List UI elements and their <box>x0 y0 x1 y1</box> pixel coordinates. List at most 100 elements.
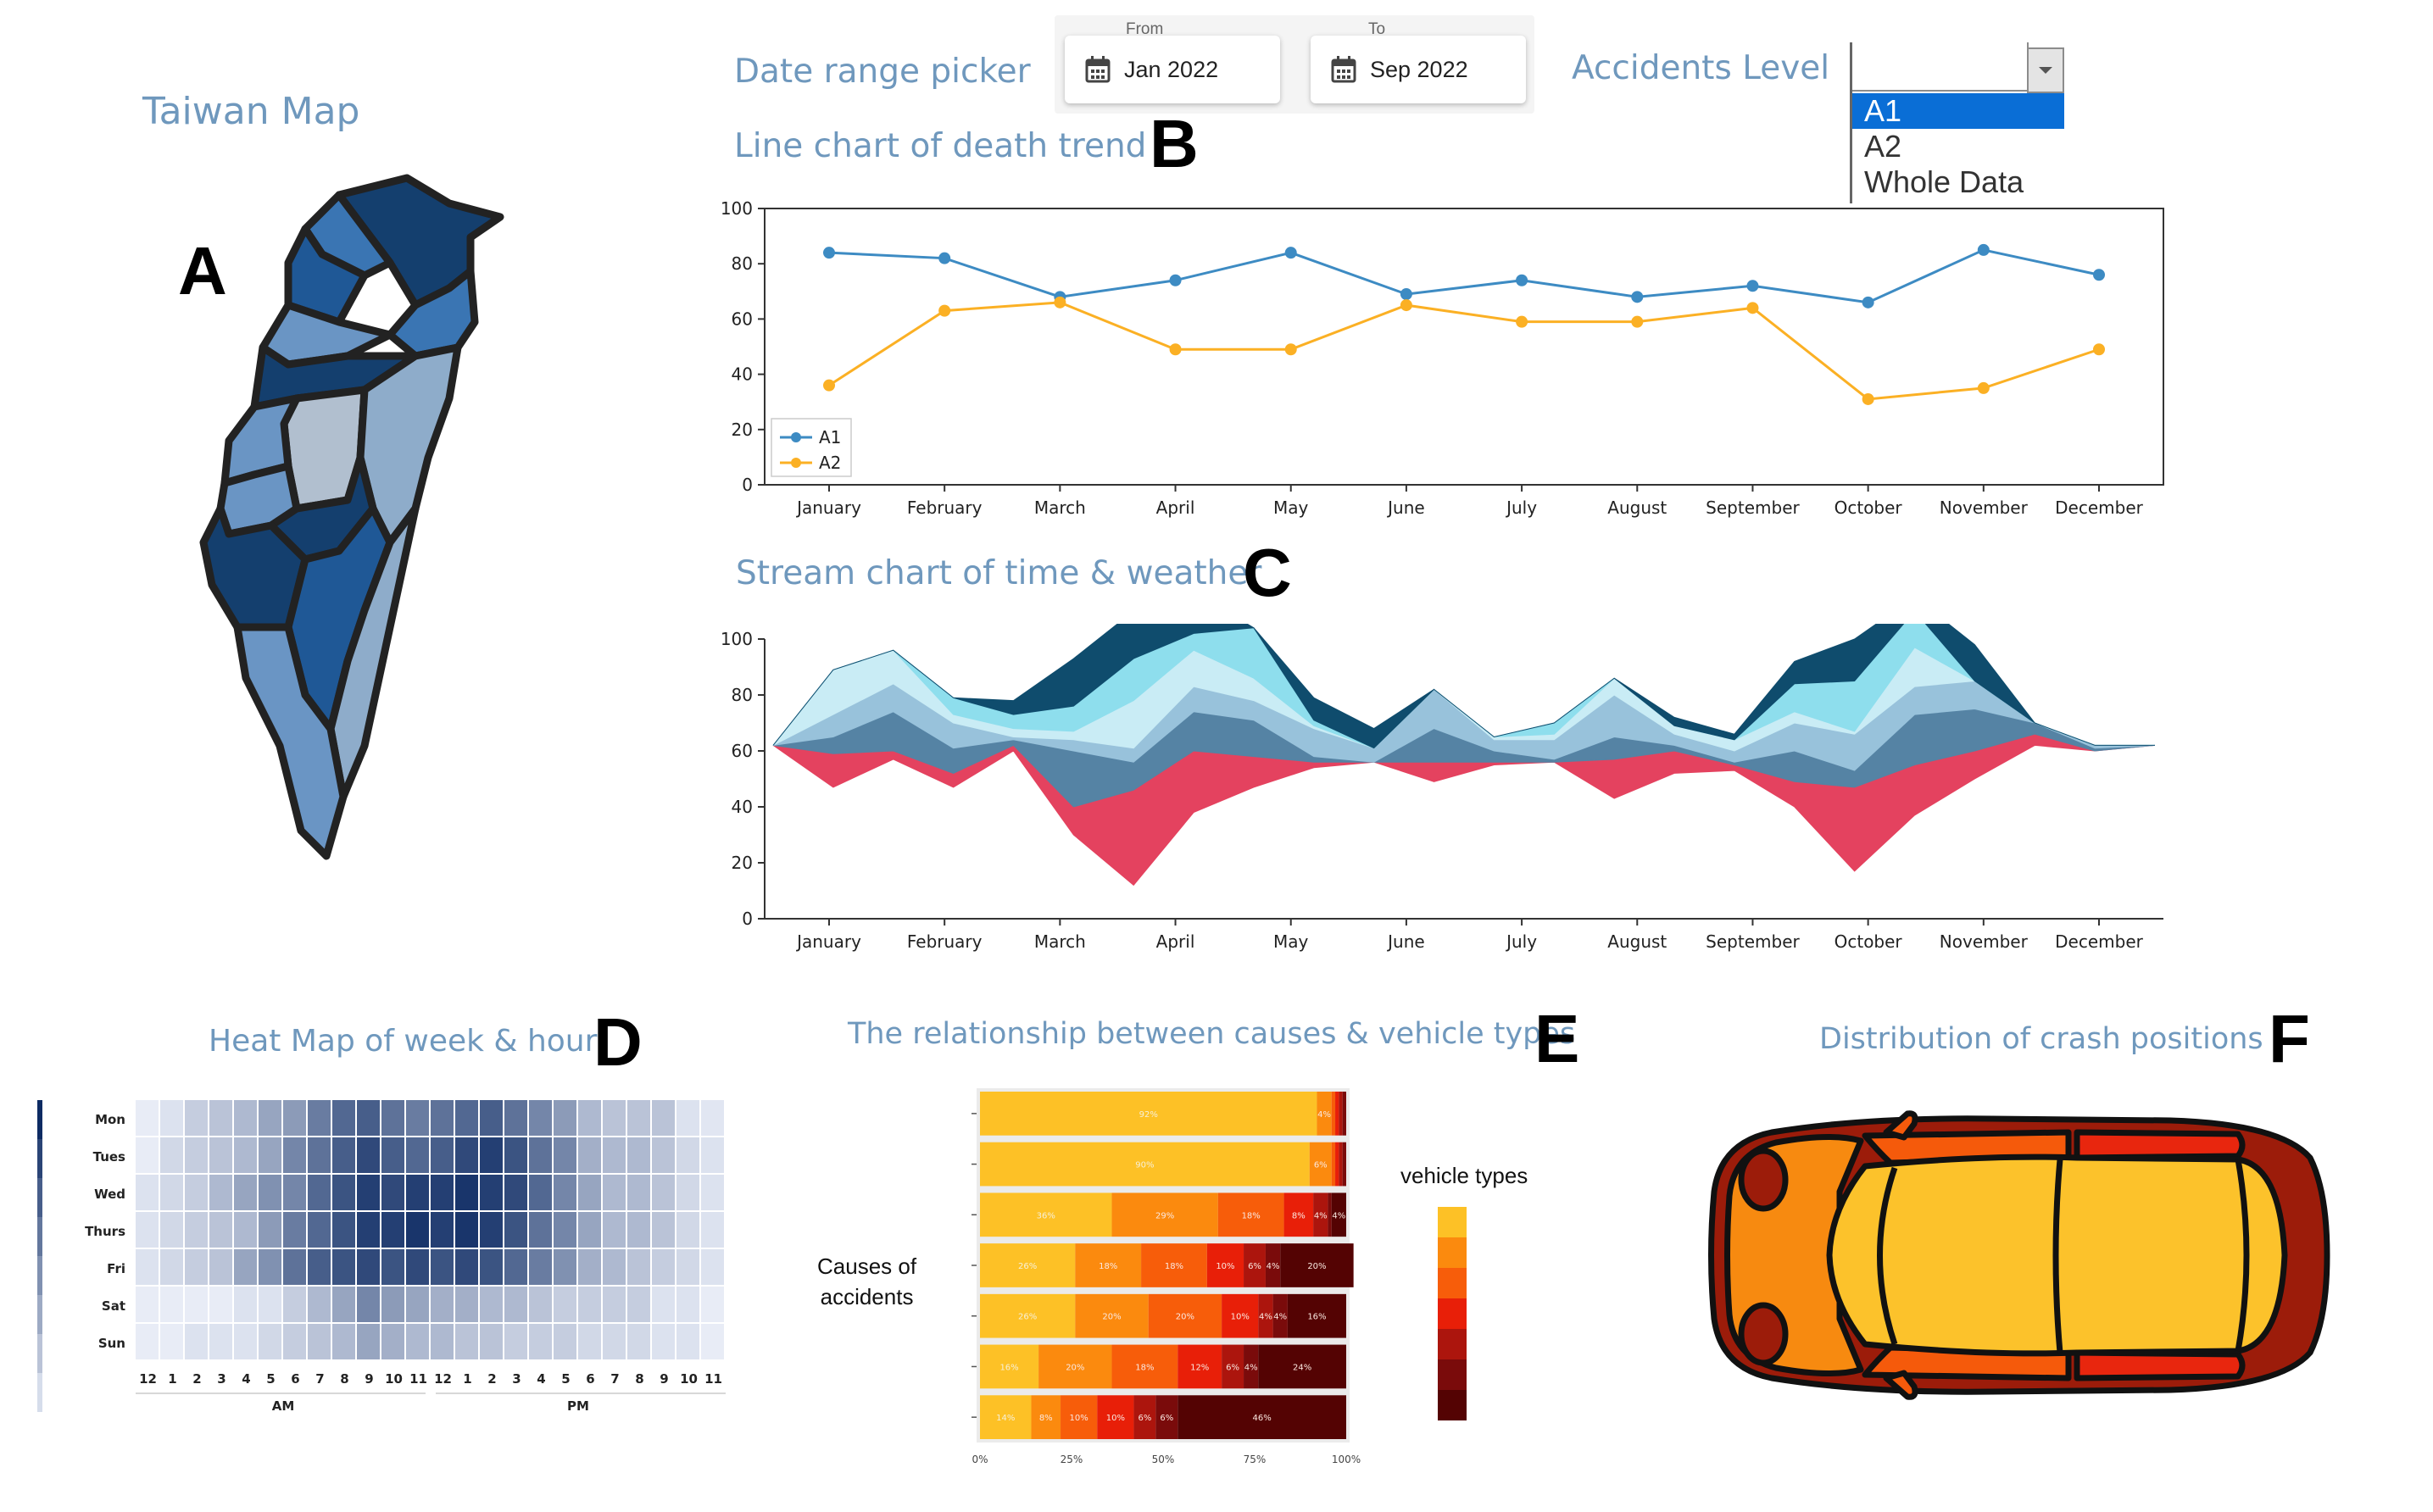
heat-cell <box>504 1212 527 1248</box>
heat-cell <box>234 1287 257 1322</box>
dropdown-arrow-button[interactable] <box>2027 47 2064 93</box>
vehicle-types-legend <box>1438 1207 1467 1420</box>
point-A2 <box>938 304 951 317</box>
heat-cell <box>431 1212 454 1248</box>
heat-cell <box>185 1287 208 1322</box>
stack-segment-label: 4% <box>1314 1211 1328 1220</box>
x-tick-label: July <box>1505 498 1537 518</box>
heat-cell <box>701 1137 724 1173</box>
line-chart-frame <box>764 208 2164 486</box>
heat-cell <box>209 1175 232 1210</box>
heat-cell <box>234 1212 257 1248</box>
vehicle-type-swatch-2 <box>1438 1237 1467 1268</box>
heat-cell <box>357 1100 380 1136</box>
calendar-icon <box>1331 56 1356 83</box>
date-range-title: Date range picker <box>734 53 1031 91</box>
heat-scale-segment <box>37 1295 42 1334</box>
to-date-field[interactable]: Sep 2022 <box>1311 36 1526 103</box>
option-whole-data[interactable]: Whole Data <box>1864 164 2024 199</box>
dropdown-field[interactable] <box>1852 42 2029 92</box>
point-A1 <box>823 247 835 259</box>
stack-segment-label: 10% <box>1070 1414 1088 1423</box>
heat-cell <box>627 1212 650 1248</box>
causes-vehicle-stacked-bar-chart: 92% 4%90% 6%36% 29% 18% 8% 4% 4%26% 18% 18% 10% 6% 4… <box>972 1088 1361 1465</box>
stack-segment <box>1133 1395 1156 1439</box>
heat-scale-segment <box>37 1217 42 1256</box>
heat-cell <box>332 1324 355 1359</box>
x-tick-label: October <box>1834 931 1903 952</box>
accidents-level-dropdown[interactable]: A1 A2 Whole Data <box>1850 42 2064 203</box>
car-crash-distribution <box>1708 1110 2330 1400</box>
y-tick-label: 60 <box>732 309 753 329</box>
x-tick-label: May <box>1273 931 1309 952</box>
stack-segment-label: 8% <box>1039 1414 1053 1423</box>
heat-cell <box>381 1137 404 1173</box>
heat-cell <box>136 1287 159 1322</box>
x-tick-label: April <box>1156 498 1195 518</box>
stack-segment-label: 20% <box>1102 1313 1121 1322</box>
heat-cell <box>332 1137 355 1173</box>
stack-segment-label: 4% <box>1332 1211 1345 1220</box>
heat-cell <box>627 1324 650 1359</box>
heat-cell <box>160 1249 183 1285</box>
heat-cell <box>455 1212 478 1248</box>
point-A1 <box>1400 288 1412 301</box>
stack-segment <box>1038 1344 1112 1389</box>
y-tick-label: 80 <box>732 253 753 274</box>
heat-cell <box>701 1175 724 1210</box>
heat-cell <box>406 1212 429 1248</box>
vehicle-type-swatch-6 <box>1438 1359 1467 1390</box>
heat-cell <box>308 1287 331 1322</box>
map-region-4 <box>386 267 479 360</box>
chevron-down-icon <box>2039 67 2052 74</box>
heat-cell <box>627 1137 650 1173</box>
heat-cell <box>652 1324 675 1359</box>
stack-segment <box>1309 1142 1332 1187</box>
heat-cell <box>603 1212 626 1248</box>
heat-cell <box>160 1100 183 1136</box>
heat-cell <box>652 1249 675 1285</box>
heat-cell <box>554 1324 576 1359</box>
option-a1[interactable]: A1 <box>1852 93 2064 129</box>
heat-cell <box>136 1100 159 1136</box>
heat-cell <box>529 1175 552 1210</box>
time-weather-stream-chart: 0 20 40 60 80 100 January February March April May… <box>721 624 2163 952</box>
heat-col-label: 6 <box>291 1371 299 1387</box>
heat-col-label: 12 <box>434 1371 452 1387</box>
heat-cell <box>676 1137 699 1173</box>
vehicle-type-swatch-1 <box>1438 1207 1467 1237</box>
legend-marker <box>791 432 801 442</box>
heat-cell <box>676 1212 699 1248</box>
heat-cell <box>431 1249 454 1285</box>
heat-cell <box>381 1287 404 1322</box>
option-a2[interactable]: A2 <box>1864 129 1902 164</box>
x-tick-label: June <box>1386 931 1425 952</box>
point-A2 <box>1400 299 1412 312</box>
heat-col-label: 10 <box>385 1371 403 1387</box>
from-date-field[interactable]: Jan 2022 <box>1065 36 1280 103</box>
stack-segment-label: 18% <box>1165 1262 1183 1271</box>
stack-segment-label: 4% <box>1267 1262 1280 1271</box>
heat-cell <box>209 1100 232 1136</box>
stack-segment-label: 46% <box>1253 1414 1272 1423</box>
heat-cell <box>431 1287 454 1322</box>
vehicle-type-swatch-3 <box>1438 1268 1467 1298</box>
stack-segment-label: 8% <box>1292 1211 1306 1220</box>
heat-col-label: 5 <box>561 1371 570 1387</box>
y-tick-label: 0 <box>742 475 753 495</box>
heat-cell <box>332 1175 355 1210</box>
stack-segment <box>1031 1395 1061 1439</box>
stack-segment-label: 4% <box>1244 1363 1258 1372</box>
stack-segment <box>1317 1092 1332 1136</box>
heat-cell <box>480 1100 503 1136</box>
x-tick-label: July <box>1505 931 1537 952</box>
stack-segment <box>1258 1344 1346 1389</box>
stack-segment <box>980 1092 1317 1136</box>
heat-cell <box>701 1249 724 1285</box>
heat-cell <box>554 1175 576 1210</box>
heat-cell <box>381 1249 404 1285</box>
heat-cell <box>578 1100 601 1136</box>
heat-cell <box>504 1249 527 1285</box>
heat-col-label: 9 <box>365 1371 373 1387</box>
heat-cell <box>431 1175 454 1210</box>
